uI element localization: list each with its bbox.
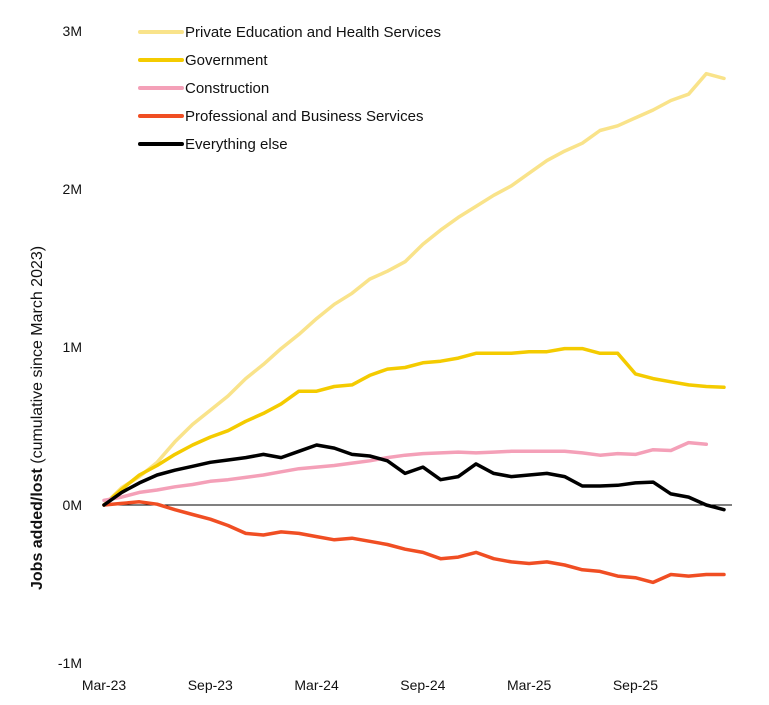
series-line-construction [102,440,709,503]
y-tick-label: 0M [63,497,82,513]
legend-label: Professional and Business Services [185,108,423,125]
x-tick-label: Mar-23 [82,677,127,693]
x-tick-label: Sep-24 [400,677,445,693]
x-tick-label: Sep-25 [613,677,658,693]
legend-label: Private Education and Health Services [185,24,441,41]
legend-label: Construction [185,80,269,97]
y-tick-label: 1M [63,339,82,355]
series-line-everything-else [102,443,726,512]
y-tick-label: 3M [63,23,82,39]
series-line-government [102,346,726,507]
x-tick-label: Sep-23 [188,677,233,693]
legend-label: Government [185,52,268,69]
y-tick-label: 2M [63,181,82,197]
y-axis-label: Jobs added/lost (cumulative since March … [29,246,46,590]
y-axis-label-bold: Jobs added/lost [29,468,46,590]
x-tick-label: Mar-24 [294,677,339,693]
y-axis-ticks: 3M 2M 1M 0M -1M [58,23,82,671]
y-axis-label-group: Jobs added/lost (cumulative since March … [29,246,46,590]
x-axis-ticks: Mar-23 Sep-23 Mar-24 Sep-24 Mar-25 Sep-25 [82,677,658,693]
y-axis-label-rest: (cumulative since March 2023) [29,246,46,468]
x-tick-label: Mar-25 [507,677,552,693]
series-line-professional-and-business-services [102,500,726,585]
legend-label: Everything else [185,136,288,153]
legend: Private Education and Health Services Gov… [138,24,441,153]
y-tick-label: -1M [58,655,82,671]
series-line-private-education-and-health-services [102,71,726,507]
series-lines [102,71,726,585]
